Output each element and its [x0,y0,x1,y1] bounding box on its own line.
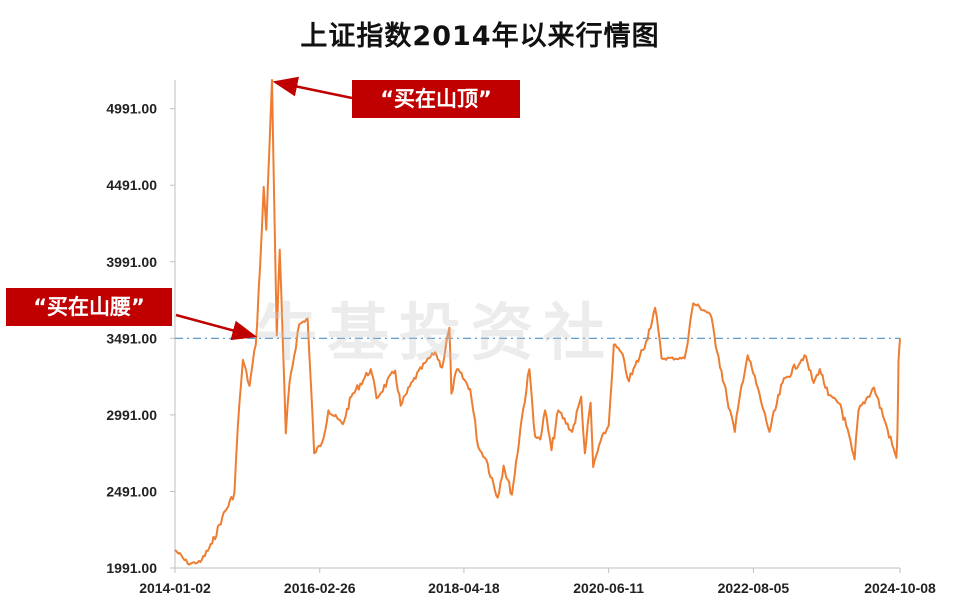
y-tick-label: 1991.00 [106,560,157,576]
x-tick-label: 2022-08-05 [718,580,790,596]
chart-title: 上证指数2014年以来行情图 [300,21,660,52]
arrow-buy-at-mid [175,313,258,341]
x-axis: 2014-01-02 2016-02-26 2018-04-18 2020-06-11… [139,567,936,596]
series-layer [174,79,901,566]
x-tick-label: 2016-02-26 [284,580,356,596]
y-tick-label: 2991.00 [106,407,157,423]
x-tick-label: 2014-01-02 [139,580,211,596]
y-tick-label: 2491.00 [106,483,157,499]
index-line [174,79,901,566]
arrow-buy-at-peak [272,76,353,100]
y-tick-label: 3991.00 [106,254,157,270]
callout-buy-at-mid: “买在山腰” [6,288,172,326]
y-tick-label: 4491.00 [106,177,157,193]
annotation-arrows [175,76,353,341]
y-axis: 1991.00 2491.00 2991.00 3491.00 3991.00 4491.… [106,80,176,576]
watermark: 牛基投资社 [255,296,616,369]
callout-buy-at-peak: “买在山顶” [352,80,520,118]
x-tick-label: 2024-10-08 [864,580,936,596]
y-tick-label: 4991.00 [106,101,157,117]
x-tick-label: 2018-04-18 [428,580,500,596]
y-tick-label: 3491.00 [106,330,157,346]
x-tick-label: 2020-06-11 [573,580,644,596]
